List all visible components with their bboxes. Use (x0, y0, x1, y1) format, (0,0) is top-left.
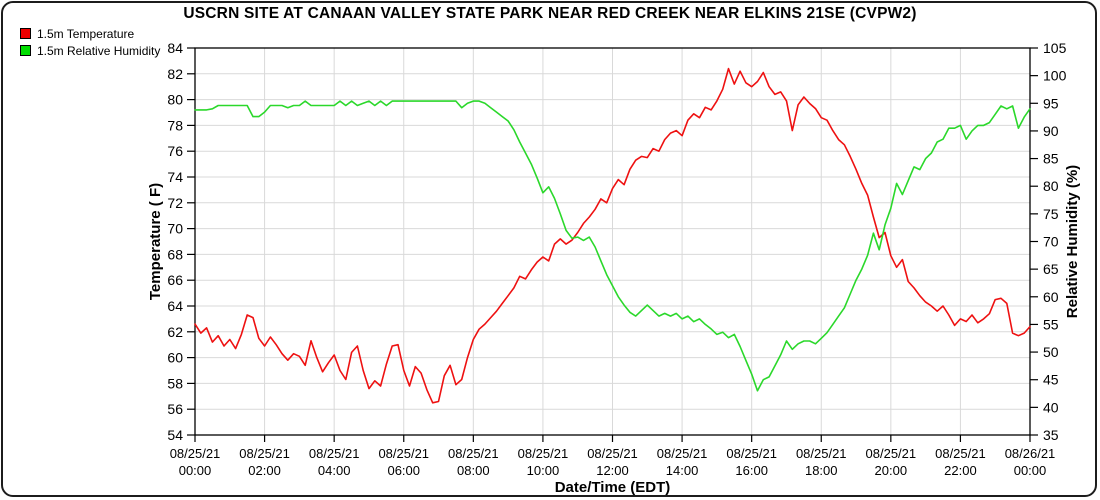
legend-item-humidity: 1.5m Relative Humidity (20, 42, 160, 59)
y-left-tick-label: 56 (167, 401, 183, 417)
y-left-tick-label: 58 (167, 375, 183, 391)
y-right-tick-label: 80 (1043, 178, 1059, 194)
y-right-tick-label: 40 (1043, 399, 1059, 415)
x-tick-time-label: 10:00 (527, 463, 560, 478)
x-tick-time-label: 06:00 (387, 463, 420, 478)
x-tick-time-label: 02:00 (248, 463, 281, 478)
y-right-tick-label: 60 (1043, 289, 1059, 305)
legend: 1.5m Temperature 1.5m Relative Humidity (20, 25, 160, 59)
y-right-tick-label: 100 (1043, 68, 1067, 84)
x-tick-date-label: 08/25/21 (239, 446, 290, 461)
y-left-tick-label: 76 (167, 143, 183, 159)
x-tick-date-label: 08/25/21 (309, 446, 360, 461)
y-right-tick-label: 75 (1043, 206, 1059, 222)
x-tick-date-label: 08/25/21 (587, 446, 638, 461)
temperature-swatch-icon (20, 28, 31, 39)
y-right-axis-title: Relative Humidity (%) (1064, 165, 1081, 318)
y-right-tick-label: 65 (1043, 261, 1059, 277)
humidity-swatch-icon (20, 45, 31, 56)
y-right-tick-label: 105 (1043, 40, 1067, 56)
x-tick-time-label: 14:00 (666, 463, 699, 478)
x-tick-date-label: 08/25/21 (726, 446, 777, 461)
x-tick-time-label: 00:00 (1014, 463, 1047, 478)
y-left-tick-label: 78 (167, 117, 183, 133)
x-tick-time-label: 12:00 (596, 463, 629, 478)
x-tick-time-label: 18:00 (805, 463, 838, 478)
x-tick-date-label: 08/25/21 (170, 446, 221, 461)
y-right-tick-label: 45 (1043, 372, 1059, 388)
x-tick-time-label: 04:00 (318, 463, 351, 478)
y-left-tick-label: 70 (167, 221, 183, 237)
legend-label-temperature: 1.5m Temperature (37, 26, 135, 41)
legend-label-humidity: 1.5m Relative Humidity (37, 43, 161, 58)
y-right-tick-label: 35 (1043, 427, 1059, 443)
y-left-tick-label: 72 (167, 195, 183, 211)
x-tick-date-label: 08/25/21 (378, 446, 429, 461)
x-tick-time-label: 22:00 (944, 463, 977, 478)
y-left-tick-label: 54 (167, 427, 183, 443)
humidity-series-line (194, 100, 1031, 392)
y-left-tick-label: 60 (167, 350, 183, 366)
x-tick-time-label: 08:00 (457, 463, 490, 478)
y-right-tick-label: 95 (1043, 95, 1059, 111)
y-right-tick-label: 70 (1043, 234, 1059, 250)
x-tick-date-label: 08/25/21 (935, 446, 986, 461)
x-tick-date-label: 08/25/21 (866, 446, 917, 461)
y-left-tick-label: 84 (167, 40, 183, 56)
legend-item-temperature: 1.5m Temperature (20, 25, 160, 42)
y-left-tick-label: 62 (167, 324, 183, 340)
y-right-tick-label: 85 (1043, 151, 1059, 167)
y-left-tick-label: 64 (167, 298, 183, 314)
x-tick-date-label: 08/25/21 (796, 446, 847, 461)
y-left-tick-label: 80 (167, 92, 183, 108)
y-left-axis-title: Temperature ( F) (147, 183, 164, 300)
x-tick-time-label: 20:00 (875, 463, 908, 478)
y-left-tick-label: 68 (167, 246, 183, 262)
x-axis-title: Date/Time (EDT) (555, 479, 671, 496)
y-right-tick-label: 50 (1043, 344, 1059, 360)
y-left-tick-label: 74 (167, 169, 183, 185)
x-tick-date-label: 08/25/21 (448, 446, 499, 461)
y-left-tick-label: 82 (167, 66, 183, 82)
chart-title: USCRN SITE AT CANAAN VALLEY STATE PARK N… (183, 5, 917, 22)
x-tick-time-label: 00:00 (179, 463, 212, 478)
y-left-tick-label: 66 (167, 272, 183, 288)
temperature-series-line (194, 67, 1031, 404)
x-tick-time-label: 16:00 (735, 463, 768, 478)
x-tick-date-label: 08/25/21 (518, 446, 569, 461)
x-tick-date-label: 08/25/21 (657, 446, 708, 461)
y-right-tick-label: 55 (1043, 316, 1059, 332)
x-tick-date-label: 08/26/21 (1005, 446, 1056, 461)
y-right-tick-label: 90 (1043, 123, 1059, 139)
